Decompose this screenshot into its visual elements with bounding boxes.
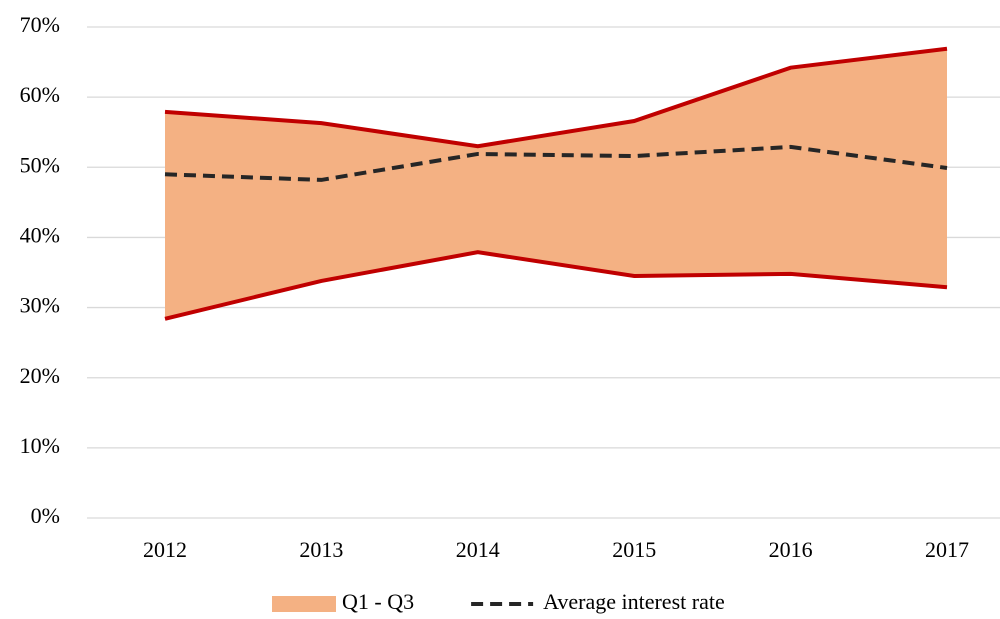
q1-line — [164, 250, 948, 321]
y-tick-label: 50% — [20, 152, 60, 177]
y-tick-label: 60% — [20, 82, 60, 107]
x-tick-label: 2015 — [612, 537, 656, 562]
y-tick-label: 30% — [20, 293, 60, 318]
q3-line — [164, 46, 948, 149]
y-tick-label: 70% — [20, 12, 60, 37]
y-tick-label: 0% — [31, 503, 60, 528]
x-tick-label: 2014 — [456, 537, 500, 562]
legend-swatch — [272, 596, 336, 612]
legend-label: Q1 - Q3 — [342, 589, 414, 614]
band-area — [165, 48, 947, 319]
y-tick-label: 10% — [20, 433, 60, 458]
x-tick-label: 2012 — [143, 537, 187, 562]
legend-label: Average interest rate — [543, 589, 725, 614]
average-line — [164, 144, 948, 182]
x-tick-label: 2016 — [769, 537, 813, 562]
x-tick-label: 2013 — [299, 537, 343, 562]
x-tick-label: 2017 — [925, 537, 969, 562]
y-tick-label: 20% — [20, 363, 60, 388]
y-tick-label: 40% — [20, 222, 60, 247]
